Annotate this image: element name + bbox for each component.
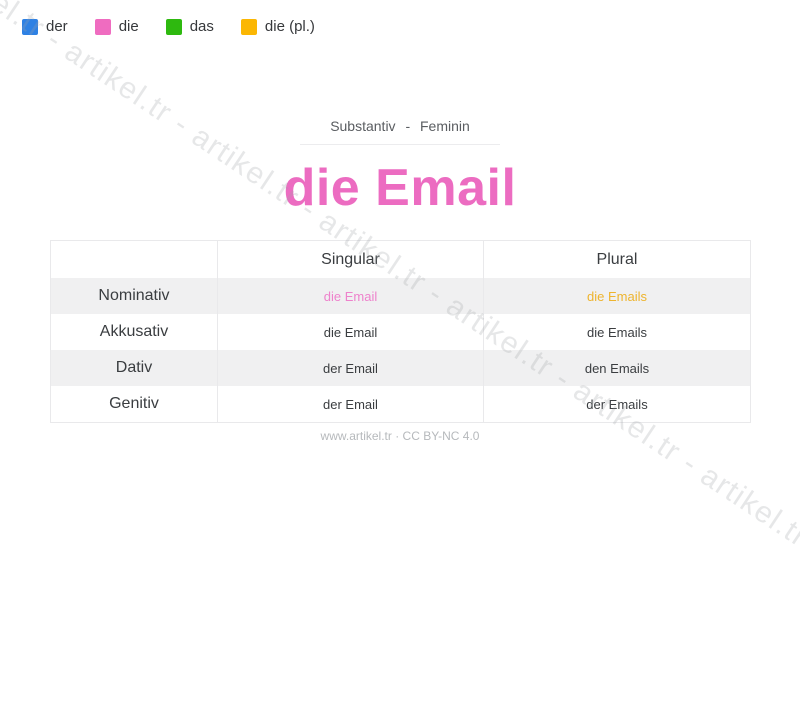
legend-item-das: das — [165, 18, 214, 35]
attribution-footer: www.artikel.tr · CC BY-NC 4.0 — [320, 429, 480, 443]
der-color-swatch-icon — [22, 18, 38, 35]
column-header-plural: Plural — [483, 240, 751, 278]
legend-item-der: der — [22, 18, 68, 35]
singular-value: die Email — [217, 314, 484, 350]
singular-value: der Email — [217, 386, 484, 423]
page-title: die Email — [283, 159, 517, 217]
die-color-swatch-icon — [94, 18, 111, 35]
table-row-genitiv: Genitiv der Email der Emails — [50, 386, 751, 423]
das-color-swatch-icon — [165, 18, 182, 35]
table-row-akkusativ: Akkusativ die Email die Emails — [50, 314, 751, 350]
singular-value: der Email — [217, 350, 484, 386]
plural-value: der Emails — [483, 386, 751, 423]
table-row-nominativ: Nominativ die Email die Emails — [50, 278, 751, 314]
case-label: Genitiv — [50, 386, 218, 423]
die-plural-color-swatch-icon — [240, 18, 257, 35]
plural-value: die Emails — [483, 314, 751, 350]
subtitle-divider — [300, 144, 500, 145]
column-header-singular: Singular — [217, 240, 484, 278]
word-type-subtitle: Substantiv - Feminin — [330, 118, 470, 134]
legend-item-die-plural: die (pl.) — [240, 18, 315, 35]
case-label: Nominativ — [50, 278, 218, 314]
gender-legend: der die das die (pl.) — [22, 18, 315, 35]
plural-value: die Emails — [483, 278, 751, 314]
legend-item-die: die — [94, 18, 139, 35]
column-header-case — [50, 240, 218, 278]
legend-label-die-plural: die (pl.) — [264, 18, 315, 35]
case-label: Akkusativ — [50, 314, 218, 350]
plural-value: den Emails — [483, 350, 751, 386]
table-row-dativ: Dativ der Email den Emails — [50, 350, 751, 386]
singular-value: die Email — [217, 278, 484, 314]
case-label: Dativ — [50, 350, 218, 386]
legend-label-die: die — [118, 18, 139, 35]
declension-table: Singular Plural Nominativ die Email die … — [50, 240, 751, 423]
legend-label-der: der — [46, 18, 68, 35]
table-header-row: Singular Plural — [50, 240, 751, 278]
legend-label-das: das — [189, 18, 214, 35]
